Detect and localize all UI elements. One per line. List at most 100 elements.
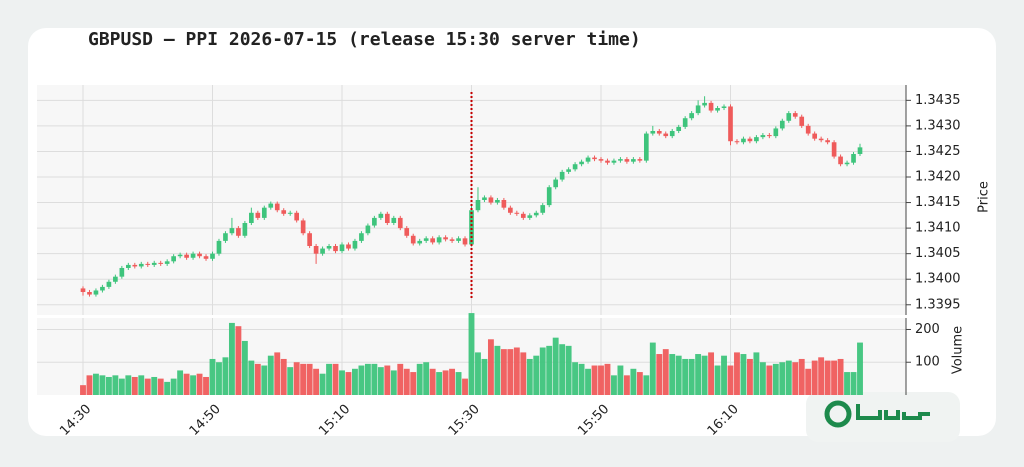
volume-bar (216, 362, 222, 395)
candle-body (287, 212, 293, 214)
candle-body (715, 108, 720, 111)
y2-tick-label: 100 (915, 355, 940, 370)
candle-body (164, 261, 170, 264)
candle-body (546, 187, 552, 206)
candle-body (708, 102, 714, 111)
volume-bar (824, 360, 831, 395)
volume-bar (734, 352, 740, 395)
volume-bar (423, 362, 430, 395)
candle-body (294, 212, 300, 221)
volume-bar (585, 368, 591, 395)
candle-body (631, 159, 636, 162)
candle-body (514, 212, 520, 214)
volume-bar (578, 363, 585, 395)
candle-body (669, 131, 675, 137)
volume-bar (500, 349, 507, 395)
volume-bar (565, 345, 572, 395)
candle-body (281, 210, 287, 214)
volume-bar (546, 345, 553, 395)
volume-bar (241, 340, 248, 395)
candle-body (417, 240, 423, 244)
candle-body (469, 210, 474, 245)
volume-bar (766, 365, 773, 395)
volume-bar (857, 342, 863, 395)
candle-body (844, 162, 850, 165)
volume-bar (507, 349, 514, 395)
volume-bar (254, 363, 261, 395)
candle-body (533, 212, 539, 216)
candle-body (728, 106, 733, 142)
candle-body (236, 228, 241, 236)
volume-bar (623, 375, 630, 395)
candle-body (313, 246, 319, 254)
y-tick-label: 1.3410 (915, 221, 961, 236)
candle-body (656, 131, 662, 134)
volume-bar (630, 368, 637, 395)
candle-body (197, 253, 202, 257)
candle-body (307, 233, 312, 246)
candle-body (430, 238, 435, 243)
y2-tick-label: 200 (915, 322, 940, 337)
volume-bar (397, 363, 404, 395)
volume-bar (151, 376, 158, 395)
volume-bar (390, 370, 397, 395)
candle-body (702, 102, 707, 106)
candle-body (119, 267, 125, 277)
candle-body (113, 276, 118, 282)
volume-bar (837, 358, 844, 395)
candle-body (80, 288, 86, 292)
candle-body (145, 263, 151, 265)
volume-bar (695, 354, 702, 395)
volume-bar (818, 357, 825, 395)
volume-bar (669, 354, 676, 395)
volume-bar (80, 385, 86, 395)
volume-bar (682, 358, 689, 395)
y-axis-label: Price (977, 181, 992, 213)
candle-body (443, 237, 448, 240)
volume-bar (125, 375, 132, 395)
candle-body (825, 140, 830, 143)
candle-body (242, 223, 248, 236)
volume-bar (701, 355, 708, 395)
candle-body (792, 113, 798, 117)
volume-bar (248, 360, 255, 395)
y-tick-label: 1.3395 (915, 297, 961, 312)
candle-body (449, 239, 455, 241)
volume-bar (105, 376, 112, 395)
candle-body (171, 256, 176, 262)
volume-bar (274, 352, 281, 395)
volume-bar (714, 365, 721, 395)
volume-bar (643, 375, 650, 395)
volume-bar (144, 378, 151, 395)
candle-body (559, 171, 565, 180)
volume-bar (170, 378, 177, 395)
candle-body (695, 105, 701, 114)
candle-body (216, 240, 222, 254)
candle-body (359, 233, 364, 241)
volume-bar (261, 365, 268, 395)
candle-body (423, 238, 429, 241)
y-tick-label: 1.3425 (915, 144, 961, 159)
candle-body (618, 159, 623, 161)
volume-bar (811, 360, 818, 395)
candle-body (261, 207, 267, 218)
y-tick-label: 1.3405 (915, 246, 961, 261)
candle-body (223, 233, 228, 241)
candle-body (741, 138, 746, 143)
volume-bar (300, 363, 307, 395)
candle-body (436, 237, 442, 243)
candle-body (734, 141, 740, 143)
candle-body (786, 113, 792, 121)
candle-body (721, 106, 727, 108)
volume-bar (429, 368, 436, 395)
volume-bar (772, 363, 779, 395)
volume-bar (675, 355, 682, 395)
candle-body (482, 197, 487, 200)
volume-bar (617, 365, 624, 395)
candle-body (579, 161, 584, 165)
candle-body (268, 203, 274, 208)
volume-bar (235, 326, 242, 395)
candle-body (747, 138, 753, 142)
candle-body (339, 244, 345, 252)
candle-body (138, 263, 144, 267)
